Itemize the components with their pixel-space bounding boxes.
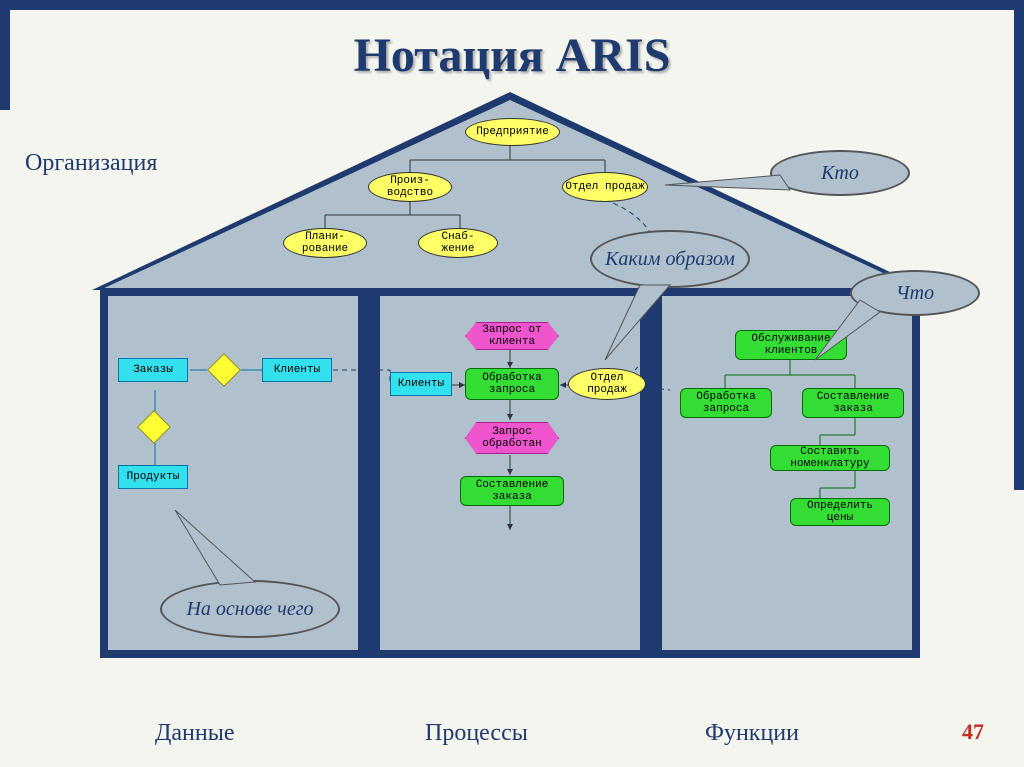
proc-func-process: Обработка запроса: [465, 368, 559, 400]
label-processes: Процессы: [425, 720, 528, 747]
fn-root: Обслуживание клиентов: [735, 330, 847, 360]
fn-nomenclature: Составить номенклатуру: [770, 445, 890, 471]
proc-func-order: Составление заказа: [460, 476, 564, 506]
data-clients: Клиенты: [262, 358, 332, 382]
label-functions: Функции: [705, 720, 799, 747]
fn-order: Составление заказа: [802, 388, 904, 418]
proc-event-processed: Запрос обработан: [465, 422, 559, 454]
data-products: Продукты: [118, 465, 188, 489]
org-root: Предприятие: [465, 118, 560, 146]
org-supply: Снаб- жение: [418, 228, 498, 258]
proc-event-request: Запрос от клиента: [465, 322, 559, 350]
fn-prices: Определить цены: [790, 498, 890, 526]
page-title: Нотация ARIS: [0, 28, 1024, 83]
callout-how: Каким образом: [590, 230, 750, 288]
data-orders: Заказы: [118, 358, 188, 382]
callout-what: Что: [850, 270, 980, 316]
org-sales: Отдел продаж: [562, 172, 648, 202]
fn-process: Обработка запроса: [680, 388, 772, 418]
page-number: 47: [962, 719, 984, 745]
proc-actor-dept: Отдел продаж: [568, 368, 646, 400]
org-production: Произ- водство: [368, 172, 452, 202]
org-planning: Плани- рование: [283, 228, 367, 258]
callout-who: Кто: [770, 150, 910, 196]
proc-actor-clients: Клиенты: [390, 372, 452, 396]
callout-basis: На основе чего: [160, 580, 340, 638]
label-data: Данные: [155, 720, 235, 747]
top-border: [0, 0, 1024, 10]
